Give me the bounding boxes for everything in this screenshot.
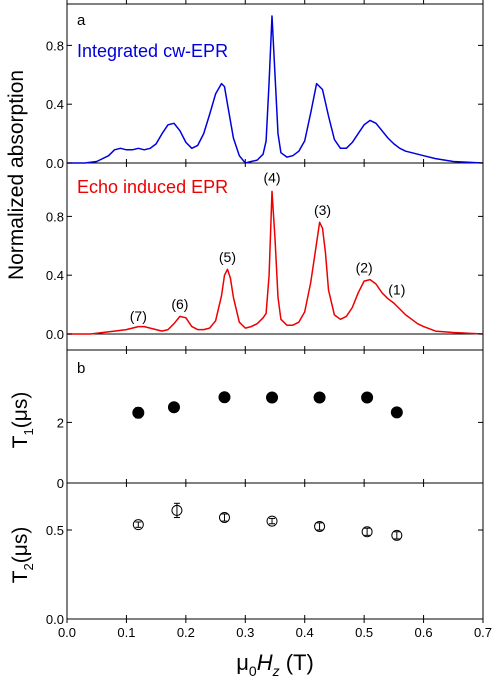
cw-y-tick-label: 0.0	[46, 156, 64, 171]
echo-y-tick-label: 0.8	[46, 209, 64, 224]
t2-sub: 2	[21, 563, 36, 570]
t2-point	[218, 512, 230, 524]
t1-point	[390, 406, 403, 419]
x-tick-label: 0.5	[355, 625, 373, 640]
peak-label: (4)	[263, 170, 280, 186]
peak-label: (5)	[219, 249, 236, 265]
x-tick-label: 0.2	[177, 625, 195, 640]
x-tick-label: 0.4	[296, 625, 314, 640]
t1-main: T	[9, 435, 32, 448]
t2-point	[391, 529, 403, 541]
series-line-echo-epr	[67, 190, 484, 335]
x-label-subz: z	[272, 663, 280, 679]
series-line-cw-epr	[67, 15, 484, 164]
x-label-unit: (T)	[280, 650, 314, 675]
t2-unit: (μs)	[9, 527, 32, 564]
peak-labels: (7) (6) (5) (4) (3) (2) (1)	[130, 170, 406, 324]
t1-point	[266, 391, 279, 404]
peak-label: (1)	[388, 281, 405, 297]
t1-sub: 1	[21, 428, 36, 435]
peak-label: (3)	[314, 202, 331, 218]
x-tick-label: 0.6	[415, 625, 433, 640]
x-label-sub0: 0	[249, 663, 257, 679]
t1-y-tick-label: 2	[57, 415, 64, 430]
tick-marks	[66, 0, 484, 623]
t1-point	[132, 406, 145, 419]
t2-point	[266, 515, 278, 527]
t2-y-tick-label: 0.0	[46, 612, 64, 627]
t1-point	[361, 391, 374, 404]
x-label-h: H	[257, 650, 273, 675]
legend-cw-epr: Integrated cw-EPR	[77, 41, 228, 61]
x-tick-label: 0.1	[117, 625, 135, 640]
y-axis-label-t1: T1(μs)	[9, 392, 36, 449]
peak-label: (7)	[130, 308, 147, 324]
x-tick-label: 0.7	[474, 625, 492, 640]
x-axis-label: μ0Hz (T)	[236, 650, 314, 679]
t2-point	[314, 520, 326, 532]
t2-point	[361, 526, 373, 538]
t1-unit: (μs)	[9, 392, 32, 429]
curves	[67, 15, 484, 335]
scatter-points	[132, 391, 403, 541]
t1-point	[218, 391, 231, 404]
panel-b-frame	[66, 349, 484, 620]
cw-y-tick-label: 0.4	[46, 97, 64, 112]
t1-point	[167, 401, 180, 414]
cw-y-tick-label: 0.8	[46, 38, 64, 53]
t2-main: T	[9, 570, 32, 583]
t2-point	[132, 519, 144, 531]
panel-b-letter: b	[77, 360, 85, 377]
echo-y-tick-label: 0.0	[46, 327, 64, 342]
t1-y-tick-label: 0	[57, 476, 64, 491]
echo-y-tick-label: 0.4	[46, 268, 64, 283]
peak-label: (6)	[171, 296, 188, 312]
x-tick-label: 0.3	[236, 625, 254, 640]
y-axis-label-t2: T2(μs)	[9, 527, 36, 584]
tick-labels: 0.0 0.1 0.2 0.3 0.4 0.5 0.6 0.7 0.0 0.4 0.8 0.0 0.4 0…	[46, 38, 492, 640]
x-label-mu: μ	[236, 650, 249, 675]
legend-echo-epr: Echo induced EPR	[77, 177, 228, 197]
t2-point	[171, 504, 183, 516]
baselines	[67, 162, 483, 335]
peak-label: (2)	[356, 259, 373, 275]
t1-point	[313, 391, 326, 404]
panel-a-letter: a	[77, 12, 86, 29]
x-tick-label: 0.0	[58, 625, 76, 640]
t2-y-tick-label: 0.5	[46, 523, 64, 538]
y-axis-label-absorption: Normalized absorption	[5, 70, 28, 280]
